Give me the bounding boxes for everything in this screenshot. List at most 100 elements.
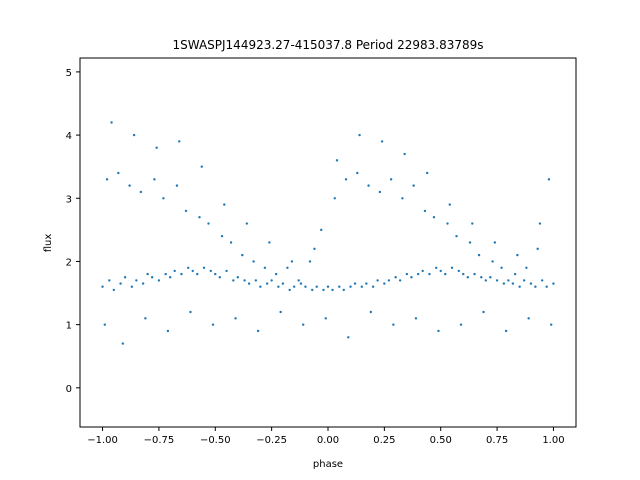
data-point: [256, 329, 260, 333]
data-point: [288, 288, 291, 292]
data-point: [286, 266, 289, 269]
data-point: [245, 222, 249, 225]
data-point: [538, 222, 542, 225]
data-point: [437, 329, 440, 333]
data-point: [331, 288, 334, 292]
data-point: [168, 276, 172, 279]
data-point: [511, 282, 515, 285]
data-point: [281, 282, 285, 285]
data-point: [468, 241, 472, 244]
data-point: [112, 288, 116, 292]
data-point: [162, 197, 165, 200]
data-point: [173, 269, 176, 273]
data-point: [525, 266, 528, 269]
data-point: [141, 282, 145, 285]
data-point: [540, 279, 544, 282]
data-point: [209, 269, 212, 273]
data-point: [304, 285, 307, 288]
data-point: [365, 282, 368, 285]
data-point: [121, 342, 125, 345]
data-point: [144, 317, 147, 320]
data-point: [455, 234, 458, 238]
data-point: [178, 140, 181, 143]
data-point: [504, 329, 508, 333]
data-point: [207, 222, 210, 225]
data-point: [150, 276, 154, 279]
x-tick-label: 0.00: [317, 435, 339, 446]
x-tick-label: 1.00: [542, 435, 564, 446]
data-point: [371, 285, 375, 288]
data-point: [184, 209, 188, 213]
data-point: [383, 282, 386, 285]
x-tick-label: 0.25: [373, 435, 395, 446]
y-tick-label: 2: [66, 257, 72, 268]
data-point: [157, 279, 161, 282]
data-point: [550, 323, 553, 326]
data-point: [491, 260, 494, 263]
data-point: [459, 323, 463, 326]
y-tick-label: 4: [66, 131, 72, 142]
data-point: [545, 285, 548, 288]
data-point: [477, 253, 481, 257]
data-point: [513, 272, 517, 276]
data-point: [265, 282, 269, 285]
data-point: [290, 260, 294, 263]
data-point: [292, 285, 296, 288]
data-point: [398, 279, 402, 282]
data-point: [414, 317, 418, 320]
data-point: [450, 266, 454, 269]
data-point: [324, 317, 327, 320]
data-point: [387, 279, 391, 282]
data-point: [356, 171, 359, 175]
data-point: [439, 269, 442, 273]
data-point: [471, 222, 474, 225]
data-point: [412, 184, 415, 187]
data-point: [344, 178, 348, 181]
y-tick-label: 0: [66, 384, 72, 395]
data-point: [480, 276, 483, 279]
data-point: [229, 241, 233, 244]
data-point: [132, 133, 136, 137]
data-point: [507, 279, 510, 282]
data-point: [333, 197, 336, 200]
data-point: [536, 247, 539, 251]
data-point: [552, 282, 555, 285]
data-point: [394, 276, 397, 279]
data-point: [234, 317, 237, 320]
data-point: [220, 234, 224, 238]
data-point: [218, 276, 221, 279]
x-tick-label: 0.75: [486, 435, 508, 446]
data-point: [277, 285, 280, 288]
data-point: [155, 146, 158, 149]
data-point: [270, 279, 273, 282]
data-point: [462, 272, 465, 276]
data-point: [529, 282, 533, 285]
data-point: [401, 197, 404, 200]
scatter-points: [101, 121, 555, 345]
y-tick-label: 1: [66, 321, 72, 332]
data-point: [299, 282, 303, 285]
data-point: [493, 241, 497, 244]
x-tick-label: 0.50: [430, 435, 452, 446]
data-point: [448, 203, 451, 206]
data-point: [268, 241, 271, 244]
data-point: [534, 285, 537, 288]
data-point: [338, 285, 341, 288]
data-point: [308, 260, 312, 263]
plot-frame: [79, 57, 577, 428]
data-point: [315, 285, 318, 288]
data-point: [153, 178, 156, 181]
data-point: [347, 336, 350, 339]
data-point: [432, 216, 436, 219]
data-point: [200, 165, 203, 168]
data-point: [225, 269, 228, 273]
data-point: [423, 209, 427, 213]
data-point: [473, 272, 476, 276]
data-point: [180, 272, 183, 276]
data-point: [263, 266, 267, 269]
data-point: [389, 178, 393, 181]
data-point: [426, 171, 429, 175]
data-point: [247, 282, 251, 285]
data-point: [518, 285, 521, 288]
data-point: [110, 121, 113, 124]
